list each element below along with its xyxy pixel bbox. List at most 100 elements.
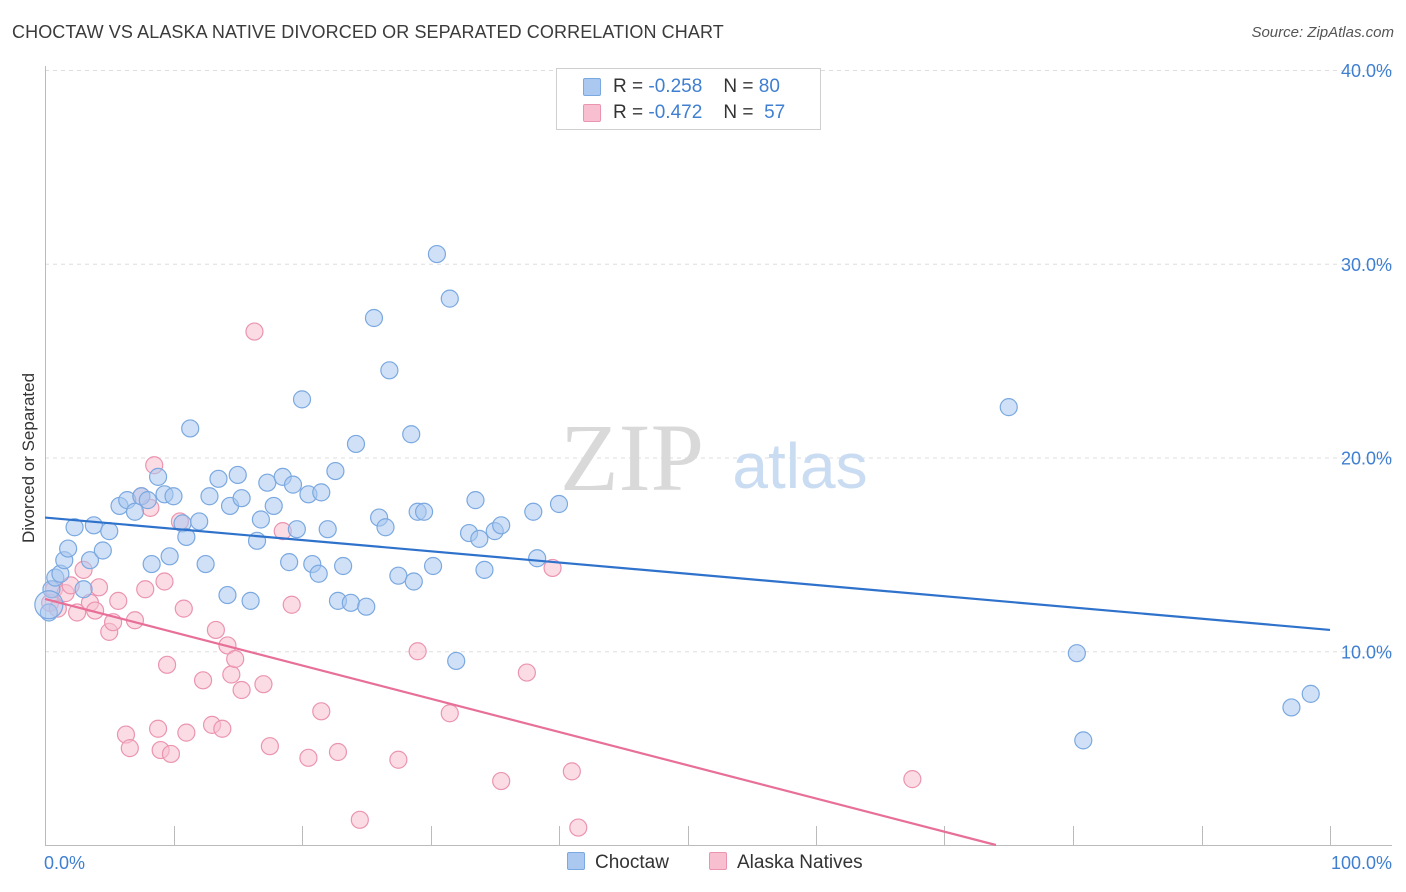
alaska-natives-point bbox=[312, 702, 331, 721]
choctaw-point bbox=[404, 572, 423, 591]
alaska-natives-point bbox=[157, 655, 177, 674]
choctaw-point bbox=[292, 390, 312, 409]
chart-title: CHOCTAW VS ALASKA NATIVE DIVORCED OR SEP… bbox=[12, 22, 724, 42]
bottom-legend-choctaw[interactable]: Choctaw bbox=[567, 852, 669, 874]
choctaw-point bbox=[80, 551, 100, 570]
choctaw-point bbox=[200, 487, 219, 506]
alaska-natives-swatch bbox=[709, 852, 727, 870]
choctaw-point bbox=[177, 527, 196, 547]
correlation-legend: R = -0.258 N = 80 R = -0.472 N = 57 bbox=[556, 68, 821, 130]
alaska-natives-point bbox=[569, 818, 588, 837]
choctaw-point bbox=[93, 541, 112, 560]
alaska-natives-point bbox=[328, 742, 348, 762]
choctaw-point bbox=[34, 590, 64, 620]
alaska-natives-point bbox=[206, 620, 226, 640]
alaska-natives-point bbox=[440, 704, 459, 723]
choctaw-trend-line bbox=[44, 516, 1331, 632]
choctaw-point bbox=[389, 566, 408, 585]
alaska-natives-point bbox=[408, 642, 427, 661]
choctaw-point bbox=[357, 597, 376, 616]
legend-text-choctaw: R = -0.258 N = 80 bbox=[613, 76, 780, 98]
alaska-natives-point bbox=[155, 572, 174, 591]
alaska-natives-point bbox=[350, 810, 369, 829]
n-label: N = bbox=[723, 76, 754, 97]
alaska-natives-trend-line bbox=[44, 597, 997, 847]
n-value: 80 bbox=[758, 76, 780, 97]
r-value: -0.258 bbox=[648, 76, 703, 97]
alaska-natives-point bbox=[193, 671, 213, 690]
choctaw-point bbox=[470, 529, 489, 548]
choctaw-point bbox=[999, 398, 1018, 417]
choctaw-point bbox=[287, 520, 306, 539]
choctaw-point bbox=[528, 549, 547, 568]
legend-text-alaska-natives: R = -0.472 N = 57 bbox=[613, 102, 785, 124]
alaska-natives-point bbox=[89, 578, 109, 597]
y-tick-label: 10.0% bbox=[1341, 642, 1392, 662]
x-tick-label: 100.0% bbox=[1331, 853, 1392, 873]
choctaw-point bbox=[402, 425, 421, 444]
alaska-natives-point bbox=[136, 580, 155, 599]
choctaw-point bbox=[65, 518, 84, 537]
x-tick-label: 0.0% bbox=[44, 853, 85, 873]
choctaw-point bbox=[1074, 731, 1093, 750]
choctaw-swatch bbox=[583, 78, 601, 96]
choctaw-point bbox=[142, 554, 161, 574]
alaska-natives-point bbox=[174, 599, 193, 618]
alaska-natives-point bbox=[177, 723, 196, 742]
choctaw-point bbox=[160, 547, 179, 566]
choctaw-point bbox=[100, 522, 119, 541]
y-tick-label: 40.0% bbox=[1341, 61, 1392, 81]
series-alaska-natives bbox=[41, 322, 922, 837]
choctaw-point bbox=[264, 496, 283, 516]
trend-lines bbox=[44, 516, 1331, 847]
watermark-atlas: atlas bbox=[732, 430, 867, 502]
r-label: R = bbox=[613, 76, 644, 97]
choctaw-point bbox=[524, 502, 543, 521]
alaska-natives-swatch bbox=[583, 104, 601, 122]
choctaw-point bbox=[232, 489, 251, 508]
choctaw-point bbox=[312, 483, 331, 502]
alaska-natives-point bbox=[222, 665, 241, 684]
alaska-natives-point bbox=[254, 675, 273, 694]
choctaw-point bbox=[190, 512, 209, 531]
alaska-natives-point bbox=[282, 595, 301, 614]
choctaw-point bbox=[423, 556, 443, 576]
choctaw-point bbox=[549, 494, 569, 514]
choctaw-point bbox=[196, 554, 215, 574]
alaska-natives-point bbox=[120, 739, 139, 758]
choctaw-point bbox=[181, 419, 200, 438]
choctaw-point bbox=[1282, 698, 1301, 717]
alaska-natives-point bbox=[109, 591, 128, 610]
alaska-natives-point bbox=[492, 771, 511, 791]
choctaw-point bbox=[414, 502, 434, 521]
legend-label-choctaw: Choctaw bbox=[595, 852, 669, 873]
bottom-legend-alaska-natives[interactable]: Alaska Natives bbox=[709, 852, 863, 874]
choctaw-point bbox=[326, 461, 345, 481]
series-choctaw bbox=[34, 244, 1320, 750]
choctaw-point bbox=[492, 516, 511, 535]
alaska-natives-point bbox=[213, 719, 232, 738]
choctaw-point bbox=[1301, 684, 1320, 703]
choctaw-point bbox=[218, 585, 237, 605]
n-value: 57 bbox=[764, 102, 786, 123]
choctaw-point bbox=[241, 591, 260, 610]
alaska-natives-point bbox=[562, 762, 581, 781]
choctaw-point bbox=[318, 520, 337, 539]
choctaw-point bbox=[1067, 644, 1086, 663]
grid-lines bbox=[45, 70, 1392, 653]
y-axis-title: Divorced or Separated bbox=[19, 373, 38, 543]
choctaw-point bbox=[138, 491, 157, 510]
choctaw-point bbox=[475, 560, 494, 579]
choctaw-point bbox=[341, 593, 360, 612]
choctaw-point bbox=[440, 289, 459, 308]
alaska-natives-point bbox=[226, 649, 245, 669]
y-tick-label: 20.0% bbox=[1341, 449, 1392, 469]
n-label: N = bbox=[723, 102, 754, 123]
alaska-natives-point bbox=[543, 558, 562, 578]
alaska-natives-point bbox=[245, 322, 264, 341]
choctaw-point bbox=[164, 487, 183, 506]
alaska-natives-point bbox=[517, 663, 536, 682]
watermark: ZIP atlas bbox=[560, 404, 868, 511]
axis-labels: 10.0% 20.0% 30.0% 40.0% 0.0% 100.0% Divorced o… bbox=[19, 61, 1392, 873]
alaska-natives-point bbox=[232, 680, 251, 700]
